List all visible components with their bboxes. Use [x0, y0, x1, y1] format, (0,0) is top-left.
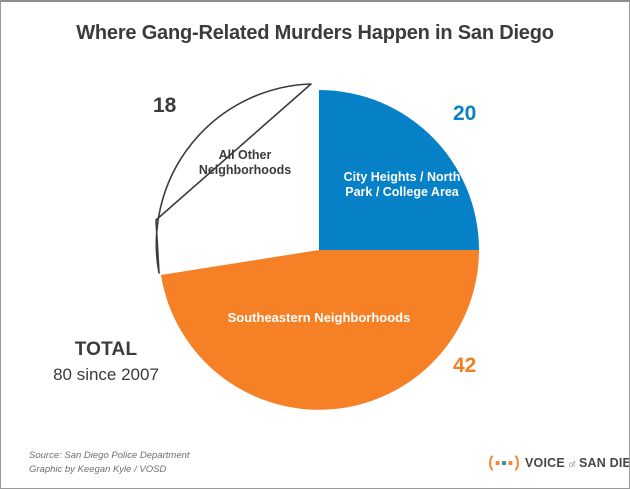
voice-of-san-diego-wordmark: VOICE of SAN DIEGO — [525, 456, 629, 470]
source-credit: Source: San Diego Police Department Grap… — [29, 449, 190, 477]
pie-value-all-other-neighborhoods: 18 — [153, 94, 177, 117]
pie-slice-all-other-neighborhoods[interactable] — [155, 83, 312, 274]
pie-value-city-heights: 20 — [453, 102, 477, 125]
pie-slice-city-heights[interactable] — [319, 90, 479, 250]
source-line: Source: San Diego Police Department — [29, 450, 190, 461]
page-title: Where Gang-Related Murders Happen in San… — [76, 22, 554, 44]
total-block: TOTAL 80 since 2007 — [31, 339, 181, 385]
total-label: TOTAL — [74, 339, 138, 360]
total-value: 80 since 2007 — [53, 365, 159, 384]
voice-of-san-diego-logo[interactable]: VOICE of SAN DIEGO — [487, 452, 629, 474]
logo-word-san-diego: SAN DIEGO — [578, 456, 629, 470]
logo-word-voice: VOICE — [525, 456, 565, 470]
graphic-credit-line: Graphic by Keegan Kyle / VOSD — [29, 463, 167, 475]
pie-value-southeastern-neighborhoods: 42 — [453, 354, 477, 377]
voice-speaker-icon — [489, 455, 519, 471]
pie-slice-southeastern-neighborhoods[interactable] — [161, 250, 479, 410]
logo-word-of: of — [568, 460, 576, 469]
